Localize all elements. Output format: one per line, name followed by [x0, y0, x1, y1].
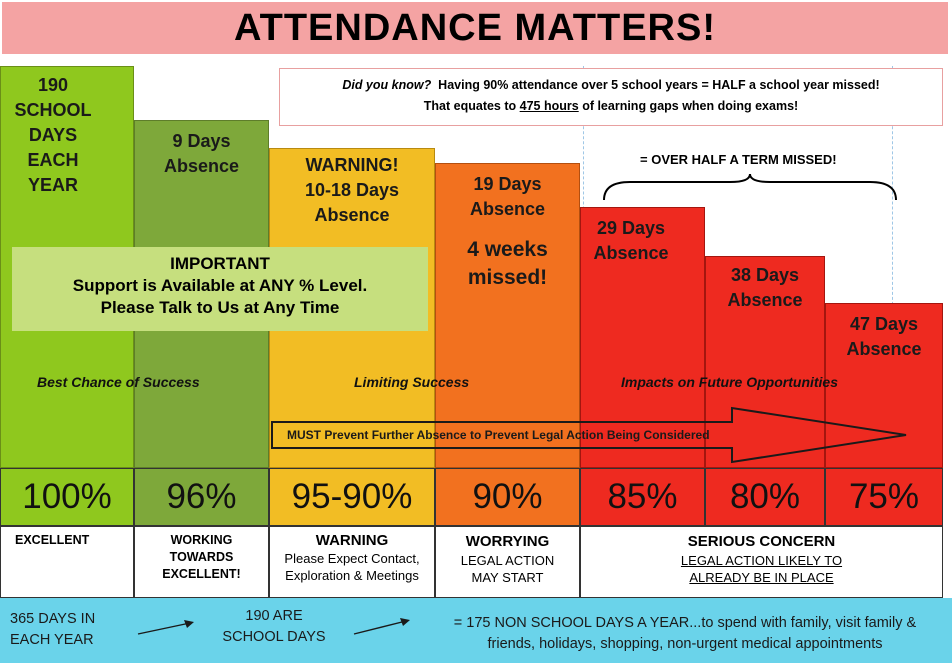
bar-emphasis: 4 weeks [467, 238, 548, 261]
bar-label: EACH [27, 150, 79, 170]
bar-label: Absence [593, 243, 669, 263]
percent-96: 96% [134, 468, 269, 526]
bar-19-days: 19 Days Absence 4 weeks missed! [435, 163, 580, 468]
percent-85: 85% [580, 468, 705, 526]
bottom-line: 190 ARE [245, 608, 303, 624]
info-line-2: That equates to 475 hours of learning ga… [280, 96, 942, 117]
zone-impacts: Impacts on Future Opportunities [621, 374, 839, 390]
title-banner: ATTENDANCE MATTERS! [2, 2, 948, 54]
non-school-days: = 175 NON SCHOOL DAYS A YEAR...to spend … [420, 613, 950, 655]
bottom-line: EACH YEAR [10, 632, 94, 648]
category-line: WORKING [170, 533, 233, 547]
days-in-year: 365 DAYS IN EACH YEAR [10, 609, 95, 651]
category-line: EXCELLENT! [162, 567, 241, 581]
important-line-2: Please Talk to Us at Any Time [100, 298, 340, 317]
category-title: WARNING [315, 532, 389, 549]
arrow-right-icon [353, 618, 410, 635]
category-line: Exploration & Meetings [285, 568, 419, 583]
info-hours: 475 hours [519, 99, 579, 113]
zone-limiting-success: Limiting Success [354, 374, 470, 390]
bottom-line: = 175 NON SCHOOL DAYS A YEAR...to spend … [453, 615, 917, 631]
category-line: TOWARDS [169, 550, 234, 564]
bar-29-days: 29 Days Absence [580, 207, 705, 468]
bar-label: Absence [163, 156, 240, 176]
percent-75: 75% [825, 468, 943, 526]
category-line: ALREADY BE IN PLACE [689, 570, 834, 585]
bottom-banner [0, 598, 952, 663]
bar-label: 47 Days [849, 314, 919, 334]
must-prevent-arrow-icon [271, 406, 907, 464]
category-worrying: WORRYING LEGAL ACTION MAY START [435, 526, 580, 598]
did-you-know-box: Did you know? Having 90% attendance over… [279, 68, 943, 126]
category-line: LEGAL ACTION LIKELY TO [680, 553, 843, 568]
bar-emphasis: missed! [467, 266, 548, 289]
bar-label: Absence [469, 199, 546, 219]
important-line-1: Support is Available at ANY % Level. [72, 276, 368, 295]
bar-label: Absence [314, 205, 390, 225]
bar-47-days: 47 Days Absence [825, 303, 943, 468]
brace-icon [603, 173, 897, 201]
info-line-2-pre: That equates to [423, 99, 517, 113]
bar-label: Absence [727, 290, 803, 310]
over-half-term-label: = OVER HALF A TERM MISSED! [640, 152, 837, 167]
bar-label: Absence [846, 339, 922, 359]
category-line: MAY START [471, 570, 544, 585]
arrow-right-icon [137, 620, 194, 635]
bar-label: 10-18 Days [304, 180, 400, 200]
bottom-line: 365 DAYS IN [10, 611, 96, 627]
zone-best-chance: Best Chance of Success [37, 374, 200, 390]
bar-label: 190 [37, 75, 69, 95]
category-title: WORRYING [465, 533, 550, 550]
bar-label: WARNING! [305, 155, 399, 175]
percent-100: 100% [0, 468, 134, 526]
info-line-1: Did you know? Having 90% attendance over… [280, 75, 942, 96]
bar-label: 19 Days [473, 174, 542, 194]
bar-label: YEAR [27, 175, 78, 195]
percent-95-90: 95-90% [269, 468, 435, 526]
category-warning: WARNING Please Expect Contact, Explorati… [269, 526, 435, 598]
info-line-1-text: Having 90% attendance over 5 school year… [438, 78, 880, 92]
category-serious-concern: SERIOUS CONCERN LEGAL ACTION LIKELY TO A… [580, 526, 943, 598]
bar-label: 9 Days [172, 131, 231, 151]
category-working-towards: WORKING TOWARDS EXCELLENT! [134, 526, 269, 598]
important-support-box: IMPORTANT Support is Available at ANY % … [12, 247, 428, 331]
percent-90: 90% [435, 468, 580, 526]
category-excellent: EXCELLENT [0, 526, 134, 598]
category-line: LEGAL ACTION [460, 553, 555, 568]
school-days: 190 ARE SCHOOL DAYS [214, 606, 334, 648]
bar-label: DAYS [28, 125, 78, 145]
arrow-message: MUST Prevent Further Absence to Prevent … [287, 428, 847, 442]
percent-80: 80% [705, 468, 825, 526]
bar-38-days: 38 Days Absence [705, 256, 825, 468]
category-line: Please Expect Contact, [284, 551, 420, 566]
bar-label: SCHOOL [14, 100, 92, 120]
category-title: SERIOUS CONCERN [687, 533, 836, 550]
category-excellent-label: EXCELLENT [15, 533, 90, 547]
info-line-2-post: of learning gaps when doing exams! [582, 99, 799, 113]
page-title: ATTENDANCE MATTERS! [234, 6, 716, 49]
bar-label: 38 Days [730, 265, 800, 285]
arrow-must: MUST [287, 428, 321, 442]
info-prefix: Did you know? [342, 78, 432, 92]
important-heading: IMPORTANT [170, 254, 270, 273]
bar-label: 29 Days [596, 218, 666, 238]
arrow-message-text: Prevent Further Absence to Prevent Legal… [324, 428, 710, 442]
bottom-line: friends, holidays, shopping, non-urgent … [487, 636, 883, 652]
bottom-line: SCHOOL DAYS [222, 629, 326, 645]
